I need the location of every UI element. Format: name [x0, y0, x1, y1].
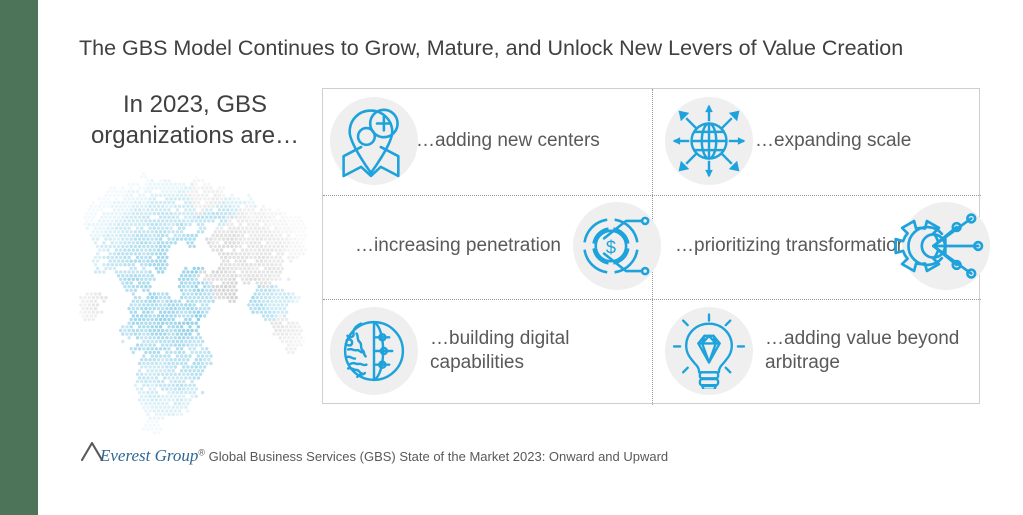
svg-text:$: $ — [606, 237, 616, 258]
